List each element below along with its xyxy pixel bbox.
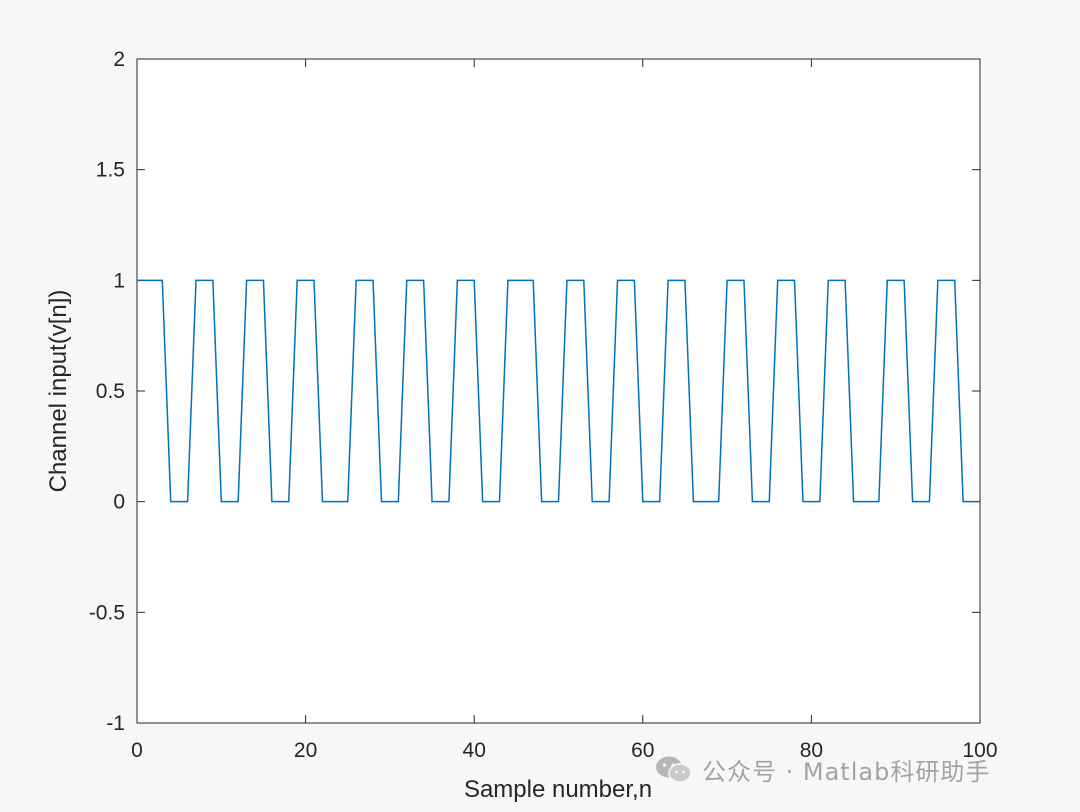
- x-tick-label: 80: [800, 739, 823, 762]
- y-tick-label: -0.5: [89, 601, 125, 624]
- watermark: 公众号 · Matlab科研助手: [654, 752, 990, 787]
- y-tick-label: 1.5: [96, 159, 125, 182]
- x-tick-label: 0: [131, 739, 143, 762]
- series-line: [137, 279, 980, 503]
- y-tick-label: 0: [113, 491, 125, 514]
- x-tick-label: 20: [294, 739, 317, 762]
- x-tick-label: 40: [463, 739, 486, 762]
- y-axis-label: Channel input(v[n]): [45, 290, 72, 493]
- wechat-icon: [654, 754, 694, 786]
- y-tick-label: -1: [106, 712, 125, 735]
- x-axis-label: Sample number,n: [464, 776, 652, 803]
- series-layer: [137, 279, 980, 503]
- y-tick-label: 2: [113, 48, 125, 71]
- watermark-text: 公众号 · Matlab科研助手: [702, 758, 991, 786]
- y-tick-label: 0.5: [96, 380, 125, 403]
- x-tick-label: 100: [962, 739, 997, 762]
- tick-labels: 0 20 40 60 80 100 -1 -0.5 0 0.5 1 1.5 2: [89, 48, 998, 762]
- y-tick-label: 1: [113, 269, 125, 292]
- x-tick-label: 60: [631, 739, 654, 762]
- plot-area: [136, 58, 981, 724]
